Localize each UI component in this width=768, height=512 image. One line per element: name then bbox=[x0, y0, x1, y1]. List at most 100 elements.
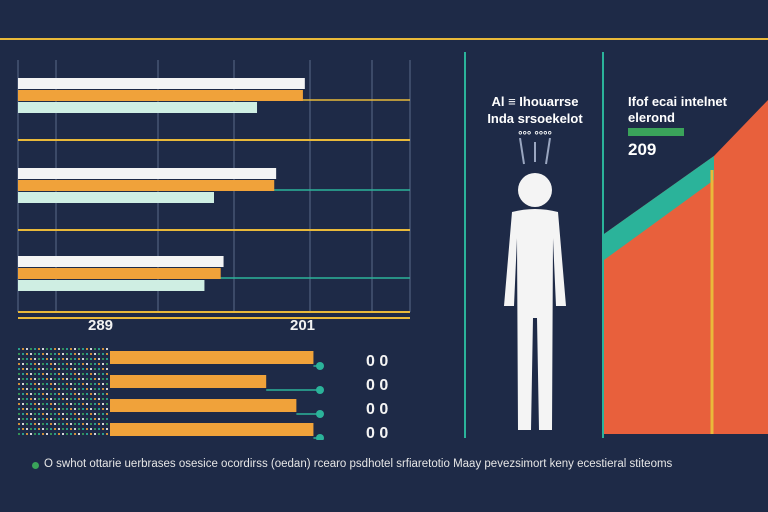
texture-dot bbox=[22, 383, 24, 385]
texture-dot bbox=[102, 368, 104, 370]
kpi-subtitle: elerond bbox=[628, 110, 675, 125]
texture-dot bbox=[18, 418, 20, 420]
texture-dot bbox=[58, 433, 60, 435]
texture-dot bbox=[82, 413, 84, 415]
texture-dot bbox=[106, 363, 108, 365]
texture-dot bbox=[22, 358, 24, 360]
texture-dot bbox=[18, 408, 20, 410]
texture-dot bbox=[38, 418, 40, 420]
texture-dot bbox=[78, 413, 80, 415]
texture-dot bbox=[74, 363, 76, 365]
texture-dot bbox=[26, 408, 28, 410]
texture-dot bbox=[62, 398, 64, 400]
texture-dot bbox=[38, 433, 40, 435]
texture-dot bbox=[46, 393, 48, 395]
texture-dot bbox=[106, 408, 108, 410]
texture-dot bbox=[90, 428, 92, 430]
main-bar-chart bbox=[17, 60, 411, 319]
texture-dot bbox=[22, 378, 24, 380]
divider-right bbox=[602, 52, 604, 438]
texture-dot bbox=[70, 353, 72, 355]
texture-dot bbox=[34, 378, 36, 380]
texture-dot bbox=[30, 363, 32, 365]
texture-dot bbox=[54, 358, 56, 360]
texture-dot bbox=[62, 353, 64, 355]
row-label-2: 0 0 bbox=[366, 377, 388, 394]
texture-dot bbox=[22, 368, 24, 370]
texture-dot bbox=[86, 428, 88, 430]
texture-dot bbox=[54, 348, 56, 350]
texture-dot bbox=[98, 423, 100, 425]
texture-dot bbox=[38, 363, 40, 365]
texture-dot bbox=[26, 388, 28, 390]
texture-dot bbox=[42, 373, 44, 375]
texture-dot bbox=[78, 378, 80, 380]
texture-dot bbox=[66, 383, 68, 385]
texture-dot bbox=[66, 408, 68, 410]
bar-2-group-2 bbox=[18, 180, 275, 191]
texture-dot bbox=[26, 378, 28, 380]
texture-dot bbox=[42, 383, 44, 385]
texture-dot bbox=[106, 388, 108, 390]
texture-dot bbox=[78, 348, 80, 350]
dot-texture bbox=[18, 348, 108, 435]
texture-dot bbox=[38, 398, 40, 400]
texture-dot bbox=[18, 393, 20, 395]
texture-dot bbox=[54, 383, 56, 385]
texture-dot bbox=[70, 363, 72, 365]
texture-dot bbox=[98, 363, 100, 365]
bar-1-group-2 bbox=[18, 168, 277, 179]
texture-dot bbox=[42, 428, 44, 430]
texture-dot bbox=[90, 388, 92, 390]
row-label-1: 0 0 bbox=[366, 353, 388, 370]
texture-dot bbox=[22, 418, 24, 420]
texture-dot bbox=[30, 373, 32, 375]
texture-dot bbox=[102, 408, 104, 410]
texture-dot bbox=[38, 378, 40, 380]
texture-dot bbox=[18, 353, 20, 355]
texture-dot bbox=[34, 433, 36, 435]
texture-dot bbox=[78, 368, 80, 370]
texture-dot bbox=[22, 428, 24, 430]
small-bar-marker bbox=[316, 362, 324, 370]
texture-dot bbox=[66, 398, 68, 400]
texture-dot bbox=[106, 358, 108, 360]
texture-dot bbox=[70, 373, 72, 375]
texture-dot bbox=[98, 398, 100, 400]
texture-dot bbox=[46, 398, 48, 400]
texture-dot bbox=[62, 418, 64, 420]
texture-dot bbox=[22, 373, 24, 375]
texture-dot bbox=[62, 388, 64, 390]
texture-dot bbox=[34, 408, 36, 410]
texture-dot bbox=[82, 418, 84, 420]
texture-dot bbox=[78, 363, 80, 365]
texture-dot bbox=[50, 388, 52, 390]
texture-dot bbox=[50, 408, 52, 410]
texture-dot bbox=[82, 428, 84, 430]
texture-dot bbox=[106, 423, 108, 425]
texture-dot bbox=[86, 433, 88, 435]
x-tick-label-2: 201 bbox=[290, 317, 316, 334]
texture-dot bbox=[66, 348, 68, 350]
texture-dot bbox=[38, 388, 40, 390]
texture-dot bbox=[106, 393, 108, 395]
texture-dot bbox=[50, 383, 52, 385]
texture-dot bbox=[26, 348, 28, 350]
texture-dot bbox=[22, 363, 24, 365]
caption-bullet bbox=[32, 462, 39, 469]
texture-dot bbox=[54, 368, 56, 370]
texture-dot bbox=[30, 368, 32, 370]
texture-dot bbox=[78, 383, 80, 385]
texture-dot bbox=[50, 373, 52, 375]
texture-dot bbox=[26, 413, 28, 415]
texture-dot bbox=[102, 413, 104, 415]
texture-dot bbox=[50, 398, 52, 400]
texture-dot bbox=[34, 353, 36, 355]
texture-dot bbox=[62, 408, 64, 410]
texture-dot bbox=[94, 418, 96, 420]
texture-dot bbox=[66, 368, 68, 370]
texture-dot bbox=[86, 368, 88, 370]
texture-dot bbox=[38, 358, 40, 360]
texture-dot bbox=[102, 433, 104, 435]
texture-dot bbox=[102, 358, 104, 360]
